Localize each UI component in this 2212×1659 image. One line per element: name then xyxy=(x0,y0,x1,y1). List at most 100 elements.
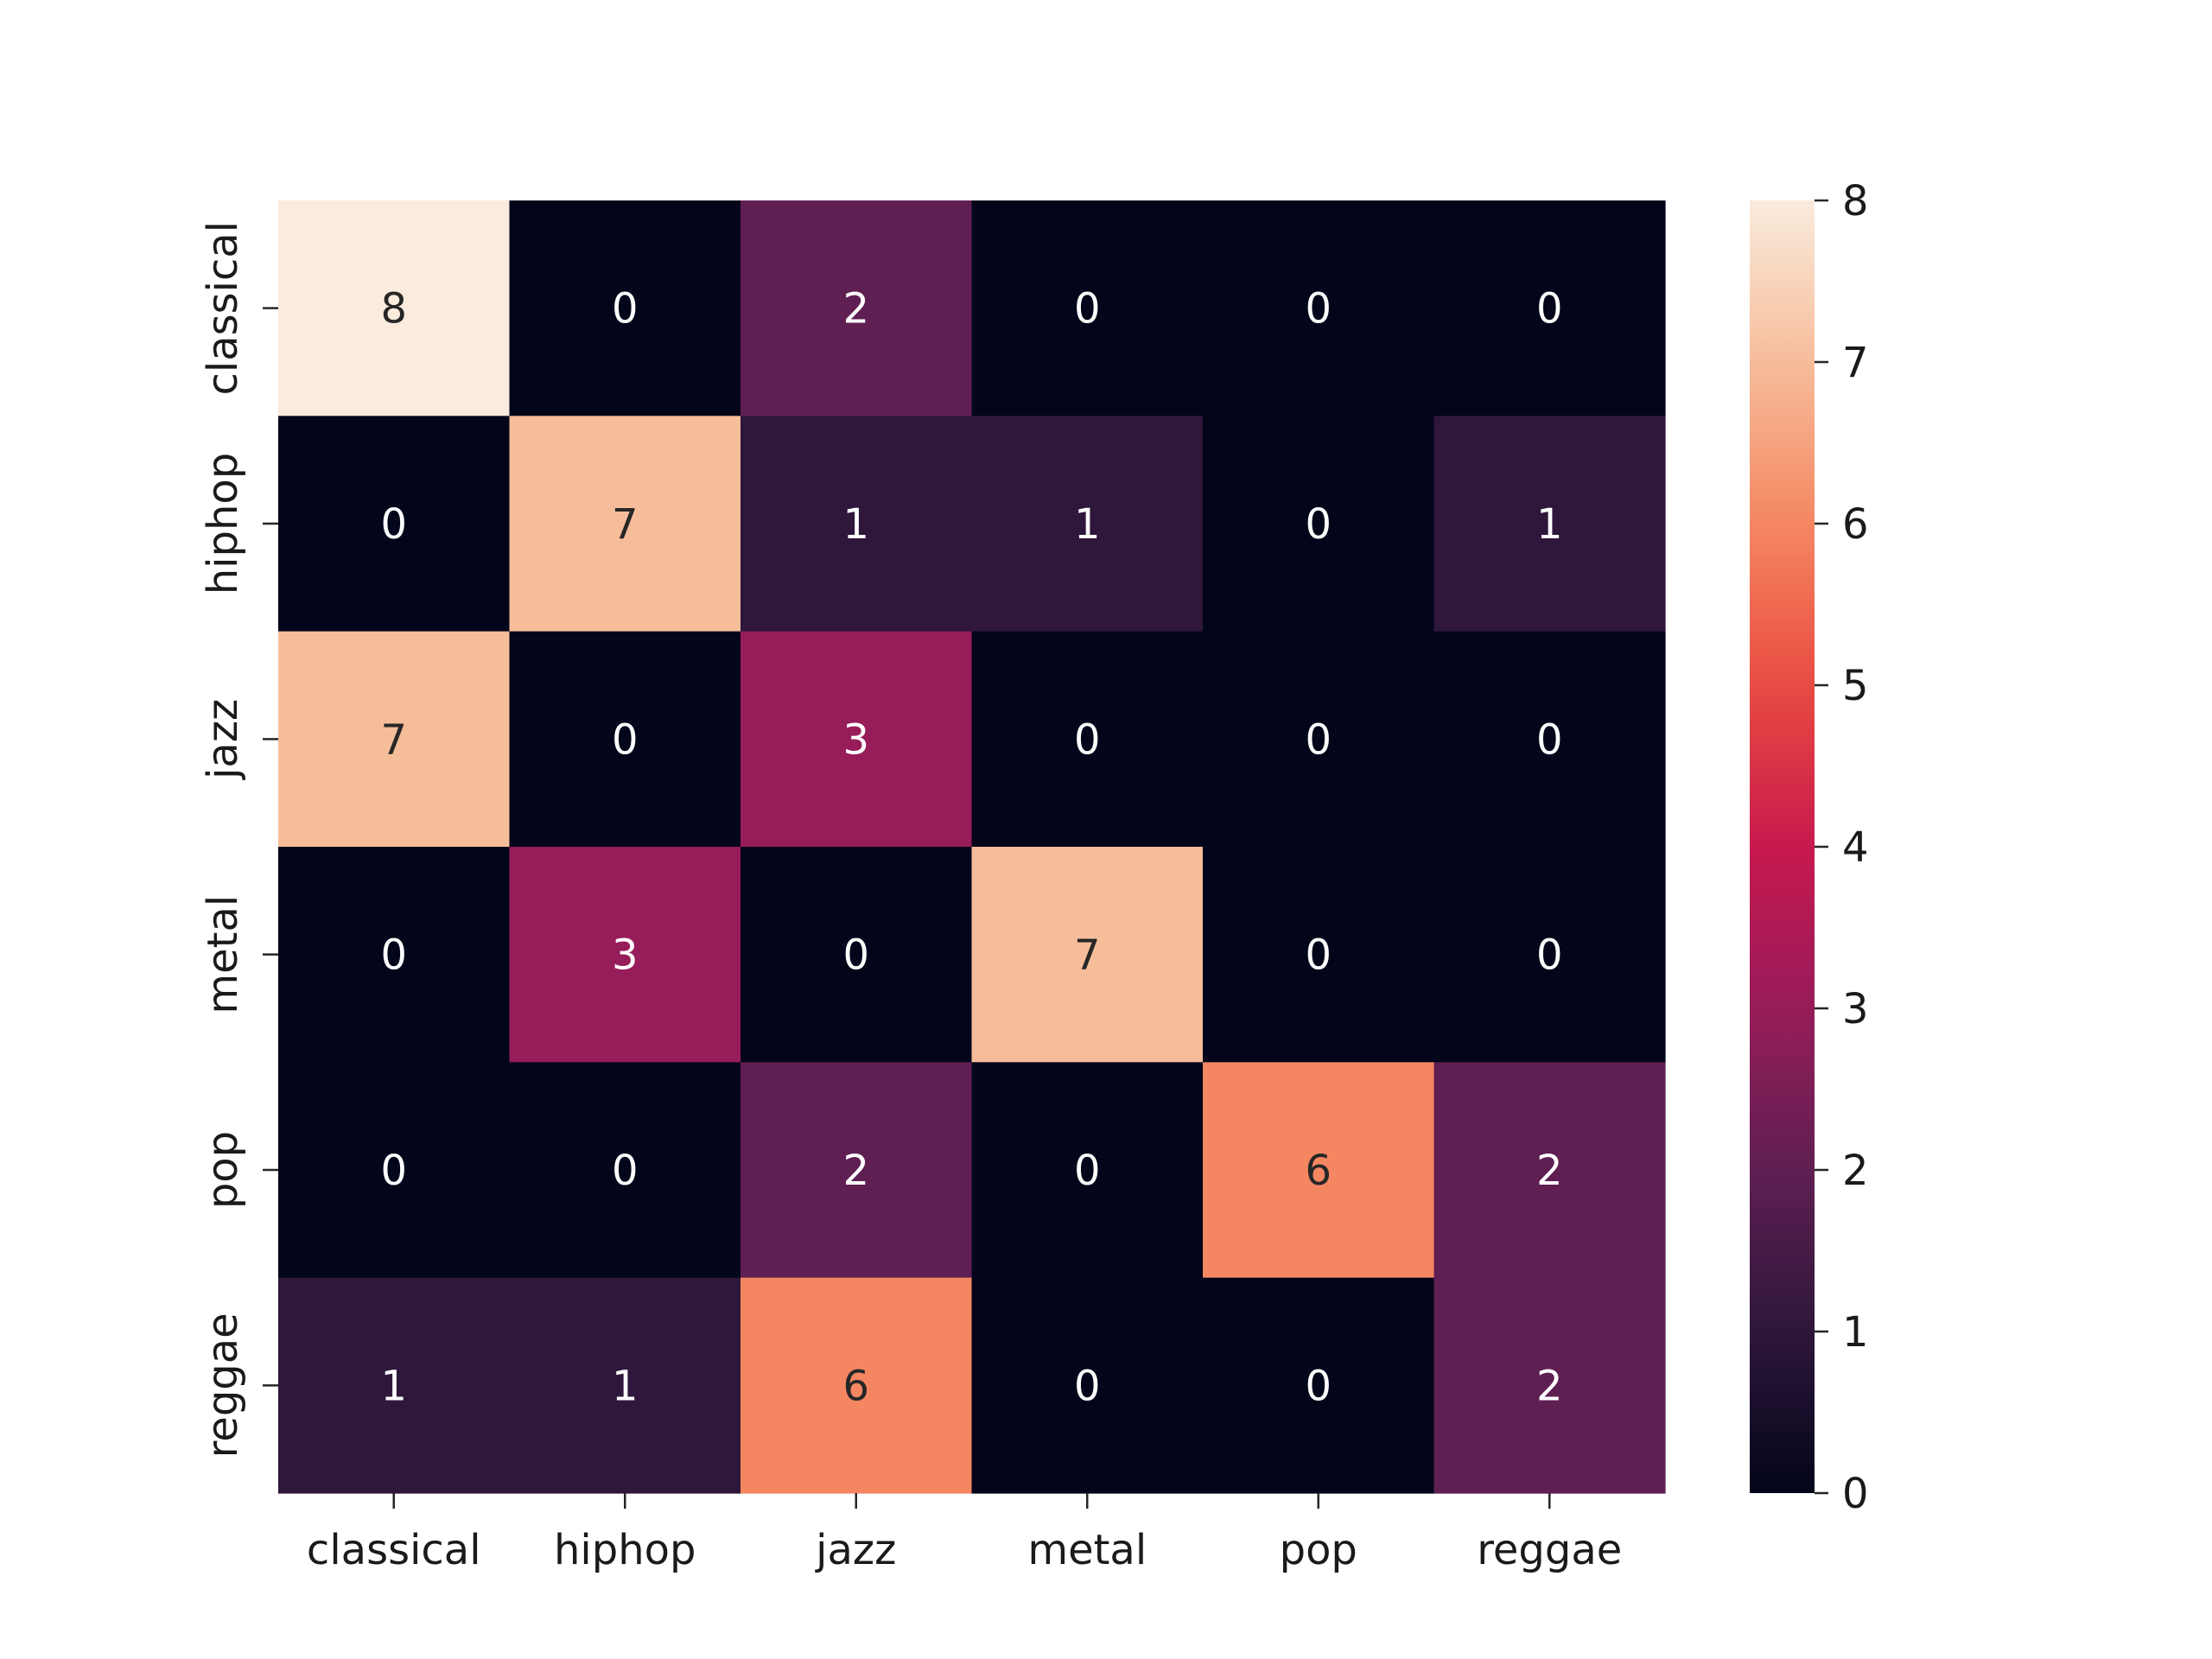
heatmap-cell xyxy=(278,847,511,1063)
colorbar-gradient xyxy=(1750,200,1815,1493)
cell-value-label: 7 xyxy=(380,715,407,764)
cell-value-label: 7 xyxy=(612,500,639,549)
cell-value-label: 0 xyxy=(1074,1147,1101,1195)
cell-value-label: 2 xyxy=(842,1147,869,1195)
heatmap-cell xyxy=(509,1277,741,1494)
cell-value-label: 1 xyxy=(380,1362,407,1410)
y-tick-label: pop xyxy=(199,1131,247,1209)
cell-value-label: 1 xyxy=(1074,500,1101,549)
heatmap-cell xyxy=(1203,416,1435,632)
x-tick-label: jazz xyxy=(815,1526,896,1574)
cell-value-label: 2 xyxy=(1536,1147,1563,1195)
heatmap-cell xyxy=(741,1277,973,1494)
heatmap-cell xyxy=(1203,200,1435,416)
cell-value-label: 0 xyxy=(1305,1362,1332,1410)
heatmap-cell xyxy=(1203,1277,1435,1494)
y-tick-label: reggae xyxy=(199,1313,247,1458)
y-tick-label: hiphop xyxy=(199,453,247,594)
cell-value-label: 0 xyxy=(1305,500,1332,549)
y-tick-label: metal xyxy=(199,895,247,1014)
heatmap-cell xyxy=(971,1277,1204,1494)
x-tick-label: metal xyxy=(1027,1526,1147,1574)
cell-value-label: 1 xyxy=(1536,500,1563,549)
heatmap-cell xyxy=(741,416,973,632)
cell-value-label: 7 xyxy=(1074,931,1101,980)
colorbar-tick-label: 3 xyxy=(1842,985,1869,1033)
colorbar-tick-label: 0 xyxy=(1842,1470,1869,1518)
colorbar-tick-label: 7 xyxy=(1842,339,1869,387)
heatmap-cell xyxy=(278,1277,511,1494)
heatmap-cell xyxy=(741,631,973,848)
heatmap-cell xyxy=(1203,1062,1435,1279)
y-tick-label: jazz xyxy=(199,699,247,780)
cell-value-label: 0 xyxy=(1536,285,1563,334)
heatmap-cell xyxy=(278,200,511,416)
cell-value-label: 1 xyxy=(842,500,869,549)
heatmap-cell xyxy=(278,416,511,632)
heatmap-cell xyxy=(1433,1062,1666,1279)
cell-value-label: 6 xyxy=(842,1362,869,1410)
heatmap-cell xyxy=(741,1062,973,1279)
cell-value-label: 0 xyxy=(1305,715,1332,764)
heatmap-cell xyxy=(971,1062,1204,1279)
cell-value-label: 0 xyxy=(1074,1362,1101,1410)
heatmap-cell xyxy=(971,416,1204,632)
heatmap-cell xyxy=(509,631,741,848)
heatmap-cells xyxy=(278,200,1666,1494)
x-axis: classical hiphop jazz metal pop reggae xyxy=(307,1493,1622,1574)
heatmap-cell xyxy=(1433,631,1666,848)
cell-value-label: 0 xyxy=(380,1147,407,1195)
heatmap-cell xyxy=(1433,1277,1666,1494)
cell-value-label: 0 xyxy=(380,931,407,980)
colorbar-tick-label: 8 xyxy=(1842,177,1869,226)
heatmap-cell xyxy=(509,200,741,416)
cell-value-label: 0 xyxy=(612,715,639,764)
heatmap-cell xyxy=(1203,847,1435,1063)
cell-value-label: 0 xyxy=(612,1147,639,1195)
colorbar-tick-label: 6 xyxy=(1842,500,1869,549)
cell-value-label: 2 xyxy=(1536,1362,1563,1410)
heatmap-cell xyxy=(741,847,973,1063)
cell-value-label: 0 xyxy=(842,931,869,980)
heatmap-cell xyxy=(278,631,511,848)
cell-value-label: 3 xyxy=(842,715,869,764)
heatmap-cell xyxy=(741,200,973,416)
cell-value-label: 0 xyxy=(1536,715,1563,764)
cell-value-label: 0 xyxy=(1074,285,1101,334)
colorbar-tick-label: 1 xyxy=(1842,1308,1869,1357)
y-tick-label: classical xyxy=(199,221,247,396)
cell-value-label: 0 xyxy=(1305,931,1332,980)
cell-annotations: 8 0 2 0 0 0 0 7 1 1 0 1 7 0 3 0 0 0 0 3 0 7 0 0 0 0 2 0 6 2 1 1 6 0 0 2 xyxy=(380,285,1562,1411)
y-axis: classical hiphop jazz metal pop reggae xyxy=(199,221,278,1458)
heatmap-cell xyxy=(509,416,741,632)
cell-value-label: 3 xyxy=(612,931,639,980)
cell-value-label: 1 xyxy=(612,1362,639,1410)
x-tick-label: reggae xyxy=(1477,1526,1622,1574)
cell-value-label: 0 xyxy=(1305,285,1332,334)
cell-value-label: 8 xyxy=(380,285,407,334)
heatmap-cell xyxy=(1433,416,1666,632)
x-tick-label: classical xyxy=(307,1526,481,1574)
cell-value-label: 0 xyxy=(612,285,639,334)
heatmap-cell xyxy=(1433,200,1666,416)
heatmap-cell xyxy=(278,1062,511,1279)
cell-value-label: 0 xyxy=(1074,715,1101,764)
cell-value-label: 0 xyxy=(1536,931,1563,980)
colorbar: 0 1 2 3 4 5 6 7 8 xyxy=(1750,177,1869,1518)
heatmap-cell xyxy=(971,631,1204,848)
heatmap-cell xyxy=(509,1062,741,1279)
heatmap-cell xyxy=(1433,847,1666,1063)
heatmap-cell xyxy=(509,847,741,1063)
cell-value-label: 2 xyxy=(842,285,869,334)
x-tick-label: pop xyxy=(1280,1526,1357,1574)
heatmap-cell xyxy=(1203,631,1435,848)
colorbar-tick-label: 2 xyxy=(1842,1147,1869,1195)
x-tick-label: hiphop xyxy=(554,1526,696,1574)
colorbar-tick-label: 5 xyxy=(1842,662,1869,710)
cell-value-label: 0 xyxy=(380,500,407,549)
heatmap-cell xyxy=(971,847,1204,1063)
cell-value-label: 6 xyxy=(1305,1147,1332,1195)
colorbar-tick-label: 4 xyxy=(1842,823,1869,872)
heatmap-cell xyxy=(971,200,1204,416)
